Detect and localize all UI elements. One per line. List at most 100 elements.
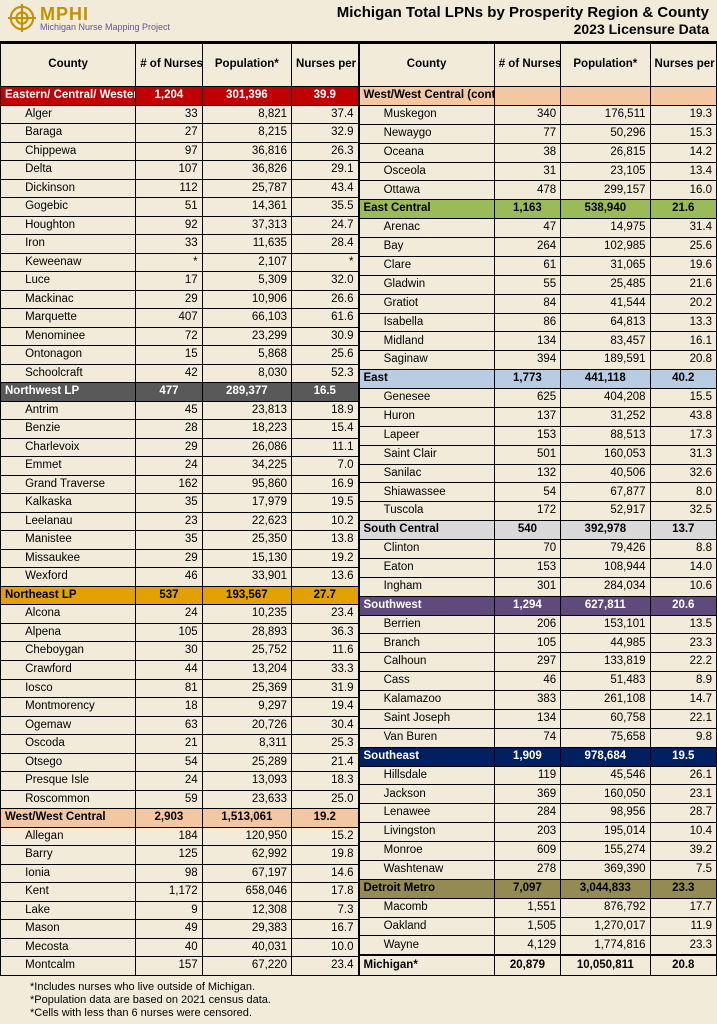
- indent-cell: [359, 558, 380, 577]
- county-name: Gladwin: [380, 275, 495, 294]
- region-name: East: [359, 370, 494, 389]
- region-name: Southeast: [359, 747, 494, 766]
- county-value: 61: [494, 256, 560, 275]
- county-value: 1,270,017: [561, 917, 650, 936]
- county-value: 37,313: [202, 216, 291, 235]
- county-value: 1,774,816: [561, 936, 650, 955]
- county-value: 31,252: [561, 407, 650, 426]
- county-value: 19.8: [292, 846, 358, 865]
- county-value: 625: [494, 389, 560, 408]
- col-nurses: # of Nurses: [136, 44, 202, 87]
- county-name: Marquette: [21, 309, 136, 328]
- county-value: 15,130: [202, 549, 291, 568]
- indent-cell: [1, 531, 22, 550]
- region-name: Eastern/ Central/ Western UP: [1, 87, 136, 106]
- region-value: 289,377: [202, 383, 291, 402]
- county-value: 203: [494, 823, 560, 842]
- county-value: 29.1: [292, 161, 358, 180]
- indent-cell: [1, 420, 22, 439]
- county-name: Calhoun: [380, 653, 495, 672]
- indent-cell: [359, 823, 380, 842]
- county-value: 77: [494, 124, 560, 143]
- county-name: Wayne: [380, 936, 495, 955]
- region-value: 3,044,833: [561, 879, 650, 898]
- county-value: 63: [136, 716, 202, 735]
- county-name: Luce: [21, 272, 136, 291]
- county-value: 609: [494, 842, 560, 861]
- county-value: 17,979: [202, 494, 291, 513]
- region-value: 40.2: [650, 370, 716, 389]
- county-name: Presque Isle: [21, 772, 136, 791]
- indent-cell: [1, 698, 22, 717]
- title-block: Michigan Total LPNs by Prosperity Region…: [337, 4, 709, 37]
- region-value: 16.5: [292, 383, 358, 402]
- col-nurses: # of Nurses: [494, 44, 560, 87]
- right-table: County # of Nurses Population* Nurses pe…: [359, 43, 717, 976]
- indent-cell: [1, 920, 22, 939]
- county-value: 21: [136, 735, 202, 754]
- county-value: 13,093: [202, 772, 291, 791]
- col-county: County: [359, 44, 494, 87]
- county-value: 46: [494, 672, 560, 691]
- indent-cell: [359, 653, 380, 672]
- county-value: 264: [494, 238, 560, 257]
- county-value: 45,546: [561, 766, 650, 785]
- county-name: Gratiot: [380, 294, 495, 313]
- county-value: 20,726: [202, 716, 291, 735]
- county-value: 26,815: [561, 143, 650, 162]
- county-value: 67,197: [202, 864, 291, 883]
- county-name: Monroe: [380, 842, 495, 861]
- county-value: 23,813: [202, 401, 291, 420]
- indent-cell: [359, 105, 380, 124]
- county-value: 189,591: [561, 351, 650, 370]
- county-value: 501: [494, 445, 560, 464]
- county-value: 19.5: [292, 494, 358, 513]
- indent-cell: [1, 198, 22, 217]
- county-name: Hillsdale: [380, 766, 495, 785]
- county-name: Cass: [380, 672, 495, 691]
- county-value: 19.2: [292, 549, 358, 568]
- region-value: 1,513,061: [202, 809, 291, 828]
- region-value: 540: [494, 521, 560, 540]
- county-value: 20.2: [650, 294, 716, 313]
- county-name: Macomb: [380, 898, 495, 917]
- indent-cell: [1, 124, 22, 143]
- indent-cell: [359, 445, 380, 464]
- county-value: 15.3: [650, 124, 716, 143]
- county-value: 28.7: [650, 804, 716, 823]
- county-value: 10.6: [650, 577, 716, 596]
- county-name: Lenawee: [380, 804, 495, 823]
- county-name: Leelanau: [21, 512, 136, 531]
- indent-cell: [359, 407, 380, 426]
- county-value: 38: [494, 143, 560, 162]
- county-name: Saginaw: [380, 351, 495, 370]
- region-name: East Central: [359, 200, 494, 219]
- county-name: Barry: [21, 846, 136, 865]
- county-value: 31: [494, 162, 560, 181]
- county-value: 52,917: [561, 502, 650, 521]
- county-value: 102,985: [561, 238, 650, 257]
- county-value: 33.3: [292, 660, 358, 679]
- county-value: 23.4: [292, 957, 358, 976]
- county-value: 97: [136, 142, 202, 161]
- indent-cell: [1, 772, 22, 791]
- region-value: 1,909: [494, 747, 560, 766]
- county-value: 23,299: [202, 327, 291, 346]
- county-value: 35.5: [292, 198, 358, 217]
- county-value: 25.6: [292, 346, 358, 365]
- county-value: 21.4: [292, 753, 358, 772]
- region-value: 27.7: [292, 586, 358, 605]
- county-name: Kalkaska: [21, 494, 136, 513]
- county-value: 18.3: [292, 772, 358, 791]
- county-value: 160,050: [561, 785, 650, 804]
- county-value: 13.3: [650, 313, 716, 332]
- county-value: 7.0: [292, 457, 358, 476]
- county-value: 407: [136, 309, 202, 328]
- county-value: 23.4: [292, 605, 358, 624]
- indent-cell: [359, 936, 380, 955]
- county-name: Delta: [21, 161, 136, 180]
- county-name: Saint Clair: [380, 445, 495, 464]
- county-value: 23.3: [650, 634, 716, 653]
- indent-cell: [1, 735, 22, 754]
- region-value: 7,097: [494, 879, 560, 898]
